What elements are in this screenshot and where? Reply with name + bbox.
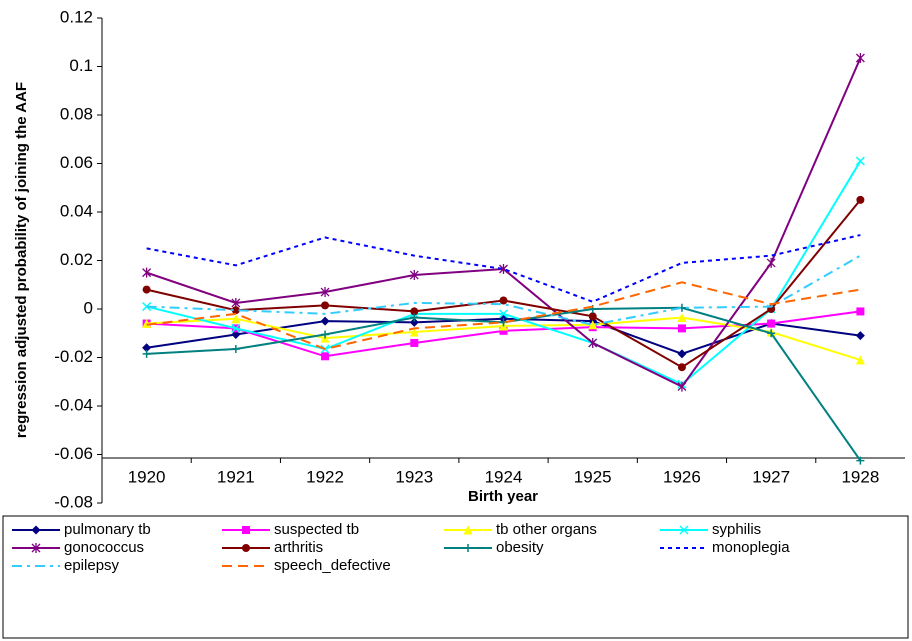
marker — [410, 307, 419, 316]
marker — [142, 267, 152, 278]
legend-label: obesity — [496, 539, 544, 556]
y-tick-label: 0.04 — [60, 201, 93, 220]
marker — [677, 349, 687, 359]
y-tick-label: 0.06 — [60, 153, 93, 172]
marker — [767, 319, 776, 328]
marker — [142, 302, 152, 312]
x-tick-label: 1920 — [128, 467, 166, 486]
marker — [498, 309, 509, 319]
legend-marker — [464, 544, 472, 552]
legend-label: gonococcus — [64, 539, 144, 556]
marker — [142, 349, 151, 358]
marker — [855, 355, 865, 365]
x-tick-label: 1923 — [395, 467, 433, 486]
legend-marker — [679, 525, 689, 535]
legend-label: arthritis — [274, 539, 323, 556]
marker — [320, 287, 330, 298]
legend-label: syphilis — [712, 521, 761, 538]
marker — [410, 313, 419, 322]
marker — [231, 323, 241, 333]
series-line — [146, 234, 861, 303]
y-tick-label: -0.08 — [54, 492, 93, 511]
legend-marker — [242, 544, 250, 552]
marker — [142, 285, 151, 294]
marker — [677, 363, 686, 372]
legend-marker — [242, 526, 250, 534]
y-tick-label: -0.06 — [54, 444, 93, 463]
legend-marker — [463, 525, 473, 535]
x-tick-label: 1925 — [574, 467, 612, 486]
legend-label: epilepsy — [64, 557, 120, 574]
marker — [142, 343, 152, 353]
legend-marker — [31, 543, 41, 553]
marker — [231, 314, 241, 324]
marker — [677, 312, 687, 322]
marker — [855, 156, 865, 166]
marker — [321, 301, 330, 310]
legend-label: monoplegia — [712, 539, 790, 556]
marker — [855, 53, 865, 64]
legend-box — [2, 515, 909, 639]
marker — [856, 307, 865, 316]
series-line — [146, 199, 862, 369]
marker — [588, 312, 597, 321]
x-tick-label: 1922 — [306, 467, 344, 486]
marker — [321, 330, 330, 339]
marker — [588, 337, 598, 348]
legend-label: suspected tb — [274, 521, 359, 538]
y-tick-label: 0.08 — [60, 104, 93, 123]
legend-label: pulmonary tb — [64, 521, 151, 538]
y-axis-label: regression adjusted probability of joini… — [13, 82, 30, 438]
x-tick-label: 1927 — [752, 467, 790, 486]
marker — [499, 263, 508, 274]
series-line — [146, 57, 862, 388]
legend-marker — [31, 525, 41, 535]
y-tick-label: 0 — [84, 298, 93, 317]
marker — [231, 306, 240, 315]
x-tick-label: 1921 — [217, 467, 255, 486]
marker — [409, 327, 419, 337]
marker — [856, 195, 865, 204]
marker — [855, 331, 865, 341]
marker — [231, 345, 240, 354]
marker — [856, 456, 865, 465]
marker — [409, 317, 419, 327]
legend-label: speech_defective — [274, 557, 391, 574]
legend-label: tb other organs — [496, 521, 597, 538]
marker — [499, 326, 508, 335]
marker — [410, 338, 419, 347]
marker — [766, 257, 776, 268]
x-tick-label: 1928 — [841, 467, 879, 486]
x-tick-label: 1926 — [663, 467, 701, 486]
marker — [409, 270, 419, 281]
marker — [677, 324, 686, 333]
series-line — [146, 254, 861, 326]
marker — [321, 352, 330, 361]
y-tick-label: 0.1 — [69, 56, 93, 75]
y-tick-label: -0.04 — [54, 395, 93, 414]
marker — [320, 316, 330, 326]
y-tick-label: -0.02 — [54, 347, 93, 366]
y-tick-label: 0.12 — [60, 7, 93, 26]
marker — [677, 381, 687, 392]
x-tick-label: 1924 — [485, 467, 523, 486]
marker — [588, 320, 598, 330]
x-axis-label: Birth year — [468, 488, 538, 505]
series-line — [146, 281, 861, 351]
marker — [767, 329, 776, 338]
marker — [499, 296, 508, 305]
marker — [142, 319, 152, 329]
y-tick-label: 0.02 — [60, 250, 93, 269]
